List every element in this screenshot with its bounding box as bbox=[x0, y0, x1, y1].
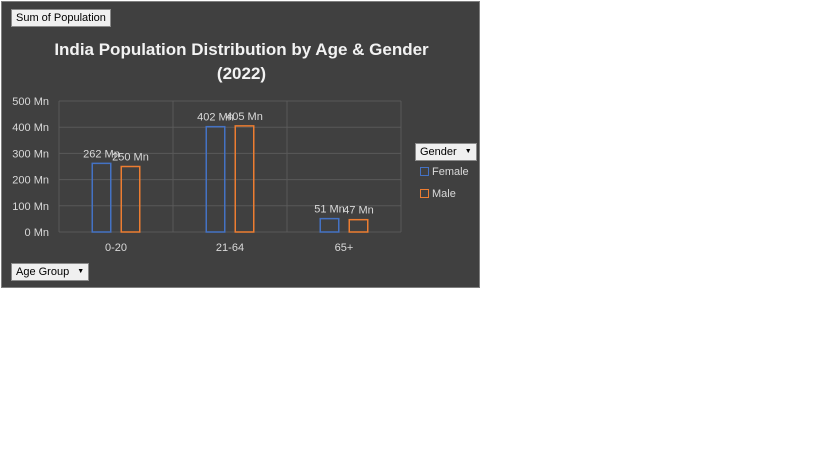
legend-label-male: Male bbox=[432, 188, 456, 200]
value-field-label: Sum of Population bbox=[16, 12, 106, 24]
legend-swatch-male-icon bbox=[420, 189, 429, 198]
bar-male-65+ bbox=[348, 218, 369, 233]
data-label: 47 Mn bbox=[343, 205, 374, 217]
bar-male-0-20 bbox=[120, 165, 141, 233]
chart-title: India Population Distribution by Age & G… bbox=[2, 38, 481, 86]
dropdown-arrow-icon: ▼ bbox=[464, 148, 472, 156]
sum-of-population-field-button[interactable]: Sum of Population bbox=[11, 9, 111, 27]
legend-label-female: Female bbox=[432, 166, 469, 178]
y-tick-label: 500 Mn bbox=[12, 96, 49, 108]
data-label: 262 Mn bbox=[83, 148, 120, 160]
age-group-field-label: Age Group bbox=[16, 266, 70, 278]
legend-swatch-female-icon bbox=[420, 167, 429, 176]
y-tick-label: 100 Mn bbox=[12, 201, 49, 213]
data-label: 405 Mn bbox=[226, 111, 263, 123]
age-group-field-button[interactable]: Age Group ▼ bbox=[11, 263, 90, 281]
bar-female-21-64 bbox=[205, 125, 226, 233]
chart-title-line-2: (2022) bbox=[216, 64, 267, 83]
bar-male-21-64 bbox=[234, 125, 255, 233]
plot-area: 0 Mn 100 Mn 200 Mn 300 Mn 400 Mn 500 Mn 262 Mn… bbox=[12, 96, 402, 254]
legend-item-female[interactable]: Female bbox=[420, 166, 469, 178]
y-tick-label: 300 Mn bbox=[12, 148, 49, 160]
bar-female-0-20 bbox=[91, 162, 112, 233]
y-tick-label: 200 Mn bbox=[12, 175, 49, 187]
dropdown-arrow-icon: ▼ bbox=[77, 268, 85, 276]
data-label: 250 Mn bbox=[112, 152, 149, 164]
legend-item-male[interactable]: Male bbox=[420, 188, 456, 200]
pivot-chart[interactable]: Sum of Population India Population Distr… bbox=[1, 1, 480, 288]
bar-female-65+ bbox=[319, 217, 340, 233]
y-tick-label: 400 Mn bbox=[12, 122, 49, 134]
gender-field-button[interactable]: Gender ▼ bbox=[415, 143, 477, 161]
data-label: 51 Mn bbox=[314, 204, 345, 216]
data-label: 402 Mn bbox=[197, 112, 234, 124]
x-category-label: 21-64 bbox=[216, 242, 244, 254]
chart-title-line-1: India Population Distribution by Age & G… bbox=[54, 40, 429, 59]
x-category-label: 0-20 bbox=[105, 242, 127, 254]
y-tick-label: 0 Mn bbox=[25, 227, 49, 239]
gender-field-label: Gender bbox=[420, 146, 457, 158]
x-category-label: 65+ bbox=[335, 242, 354, 254]
